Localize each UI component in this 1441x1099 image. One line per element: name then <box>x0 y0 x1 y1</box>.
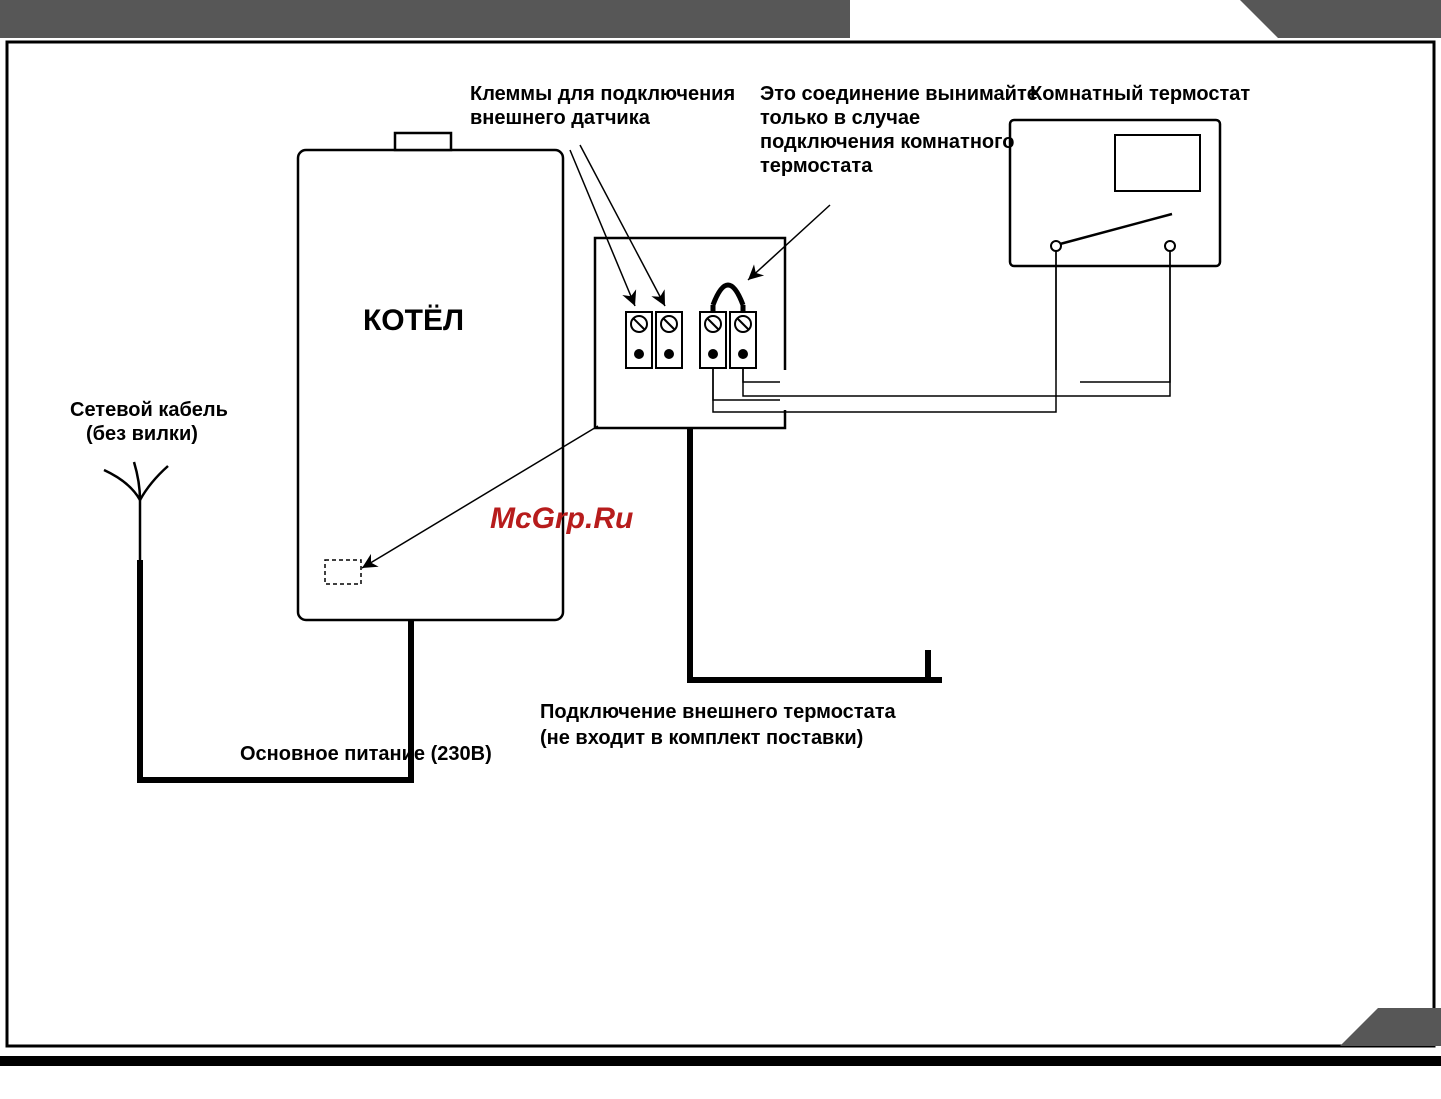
label-sensor-terminals: Клеммы для подключения внешнего датчика <box>470 83 741 129</box>
label-jumper-note: Это соединение вынимайте только в случае… <box>760 83 1043 177</box>
label-mains-cable: Сетевой кабель (без вилки) <box>70 399 234 445</box>
wire-ext-thermostat <box>690 428 928 680</box>
boiler-body <box>298 150 563 620</box>
label-main-power: Основное питание (230В) <box>240 743 492 765</box>
label-ext-thermostat: Подключение внешнего термостата (не вход… <box>540 701 901 749</box>
thermostat-terminal-left <box>1051 241 1061 251</box>
header-bar-right <box>1240 0 1441 38</box>
bottom-bar <box>0 1056 1441 1066</box>
thermostat-display <box>1115 135 1200 191</box>
label-room-thermostat: Комнатный термостат <box>1030 83 1250 105</box>
boiler-label: КОТЁЛ <box>363 304 464 337</box>
header-bar-left <box>0 0 850 38</box>
boiler-flue <box>395 133 451 150</box>
wire-thermostat-b <box>743 250 1170 382</box>
watermark: McGrp.Ru <box>490 502 633 535</box>
mains-cable-stub <box>104 462 168 560</box>
thermostat-terminal-right <box>1165 241 1175 251</box>
corner-wedge <box>1340 1008 1441 1046</box>
wiring-diagram: КОТЁЛ Клеммы для подключения внешнего да… <box>0 0 1441 1094</box>
